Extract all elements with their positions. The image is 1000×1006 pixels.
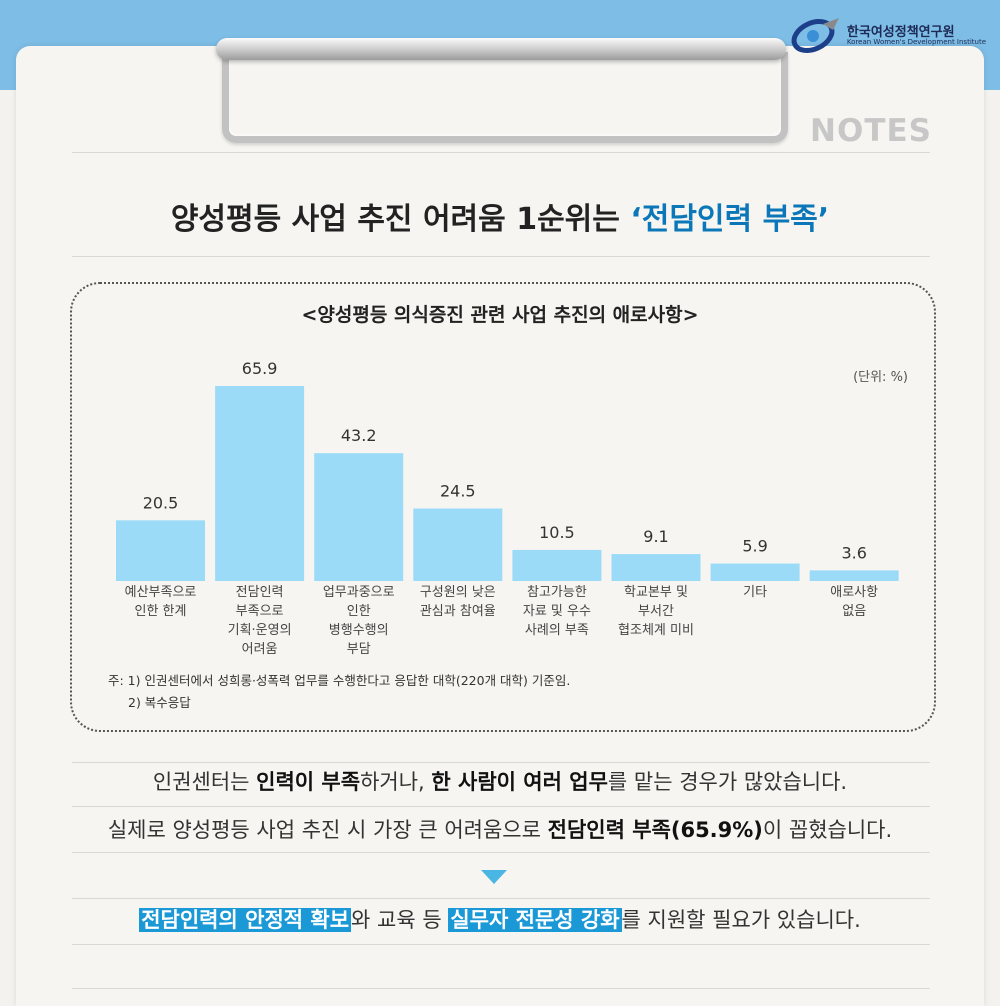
conclusion-highlight: 전담인력의 안정적 확보 [139,908,352,932]
summary-text: 를 맡는 경우가 많았습니다. [607,770,848,794]
bar-value-label: 43.2 [341,426,377,445]
category-label: 전담인력 부족으로 기획·운영의 어려움 [228,585,292,657]
summary-line-1: 인권센터는 인력이 부족하거나, 한 사람이 여러 업무를 맡는 경우가 많았습… [0,766,1000,796]
conclusion-highlight: 실무자 전문성 강화 [448,908,622,932]
org-name-en: Korean Women's Development Institute [846,38,986,47]
headline: 양성평등 사업 추진 어려움 1순위는 ‘전담인력 부족’ [0,194,1000,238]
headline-highlight: ‘전담인력 부족’ [630,202,830,237]
clipboard-clip-frame [222,52,788,143]
conclusion-text: 와 교육 등 [351,908,449,932]
notes-label: NOTES [810,113,932,149]
chart-frame [70,282,936,732]
bar-value-label: 24.5 [440,482,476,501]
rule-line [72,152,930,153]
chart-unit: (단위: %) [853,370,908,385]
summary-line-2: 실제로 양성평등 사업 추진 시 가장 큰 어려움으로 전담인력 부족(65.9… [0,814,1000,844]
category-label: 기타 [743,585,767,600]
category-label: 학교본부 및 부서간 협조체계 미비 [618,585,694,638]
bar-value-label: 5.9 [742,537,767,556]
category-label: 업무과중으로 인한 병행수행의 부담 [323,585,395,657]
bar-1 [116,520,205,581]
bar-2 [215,386,305,581]
chart-notes: 주: 1) 인권센터에서 성희롱·성폭력 업무를 수행한다고 응답한 대학(22… [108,670,570,714]
clipboard-clip-bar [216,38,786,60]
bar-4 [413,508,503,581]
rule-line [72,898,930,899]
chart-note-2: 2) 복수응답 [128,695,191,710]
bar-value-label: 20.5 [143,493,179,512]
bar-3 [314,453,404,581]
summary-text: 실제로 양성평등 사업 추진 시 가장 큰 어려움으로 [107,818,548,842]
bar-value-label: 9.1 [643,527,668,546]
conclusion-text: 를 지원할 필요가 있습니다. [621,908,861,932]
summary-text: 하거나, [360,770,432,794]
summary-emphasis: 인력이 부족 [256,770,361,794]
org-name-ko: 한국여성정책연구원 [846,24,955,40]
headline-prefix: 양성평등 사업 추진 어려움 1순위는 [170,202,631,237]
category-label: 참고가능한 자료 및 우수 사례의 부족 [523,585,591,638]
summary-text: 이 꼽혔습니다. [762,818,893,842]
chart-title: <양성평등 의식증진 관련 사업 추진의 애로사항> [301,304,699,326]
category-label: 구성원의 낮은 관심과 참여율 [420,585,496,619]
rule-line [72,762,930,763]
summary-emphasis: 한 사람이 여러 업무 [431,770,608,794]
org-logo: 한국여성정책연구원 Korean Women's Development Ins… [789,16,986,56]
bar-6 [611,554,701,581]
rule-line [72,256,930,257]
bar-8 [809,570,899,581]
summary-emphasis: 전담인력 부족(65.9%) [547,818,763,842]
summary-text: 인권센터는 [152,770,257,794]
kwdi-logo-icon [791,18,839,54]
bar-value-label: 10.5 [539,523,575,542]
bar-5 [512,549,602,581]
rule-line [72,988,930,989]
bar-chart: 20.5 예산부족으로 인한 한계 65.9 전담인력 부족으로 기획·운영의 어려움 43.2… [116,359,899,657]
rule-line [72,852,930,853]
rule-line [72,944,930,945]
category-label: 애로사항 없음 [830,585,878,619]
bar-value-label: 65.9 [242,359,278,378]
bar-value-label: 3.6 [841,543,866,562]
bar-7 [710,563,800,581]
rule-line [72,806,930,807]
category-label: 예산부족으로 인한 한계 [125,585,197,619]
down-arrow-icon [481,870,507,884]
chart-note-1: 주: 1) 인권센터에서 성희롱·성폭력 업무를 수행한다고 응답한 대학(22… [108,673,571,688]
conclusion-line: 전담인력의 안정적 확보와 교육 등 실무자 전문성 강화를 지원할 필요가 있… [0,904,1000,934]
